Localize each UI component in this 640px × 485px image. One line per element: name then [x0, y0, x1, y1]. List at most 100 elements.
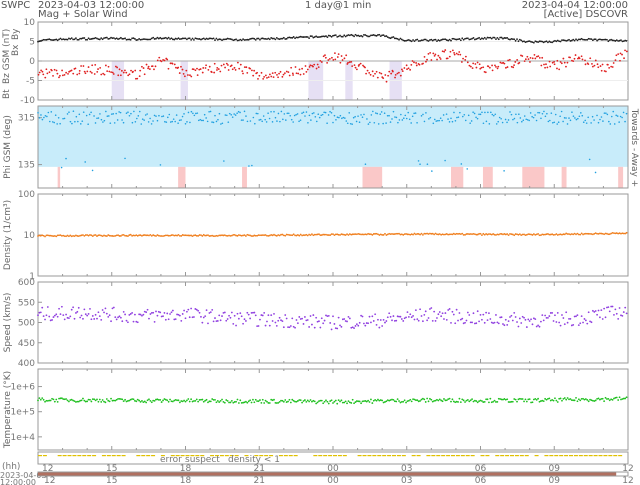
phi-point [463, 113, 466, 116]
temperature-point [601, 397, 604, 400]
bz-point [581, 58, 584, 61]
bz-point [599, 65, 602, 67]
temperature-point [465, 399, 468, 402]
density-point [274, 234, 277, 237]
speed-point [131, 312, 134, 314]
suspect-mark [38, 455, 42, 457]
bz-point [605, 70, 607, 73]
speed-point [204, 315, 207, 318]
temperature-point [594, 399, 597, 402]
density-point [496, 233, 499, 236]
density-point [398, 232, 400, 235]
temperature-point [205, 398, 208, 401]
suspect-mark [573, 455, 578, 457]
phi-point [140, 123, 143, 125]
temperature-point [188, 400, 191, 403]
temperature-point [60, 397, 63, 400]
phi-point [388, 114, 390, 117]
temperature-point [343, 401, 346, 404]
density-point [354, 233, 357, 236]
density-point [56, 234, 59, 237]
density-point [138, 234, 141, 237]
phi-point [317, 113, 320, 116]
density-point [486, 233, 489, 236]
away-band [618, 166, 624, 188]
temperature-point [586, 399, 589, 401]
phi-point [149, 117, 151, 120]
speed-point [374, 313, 377, 316]
bz-point [89, 70, 92, 73]
bz-point [84, 72, 87, 75]
phi-point [239, 111, 241, 114]
bz-point [269, 73, 271, 76]
speed-tick-label: 500 [18, 319, 35, 329]
speed-point [252, 311, 254, 314]
phi-point [500, 117, 502, 120]
temperature-point [437, 399, 440, 402]
density-point [429, 232, 431, 235]
bt-point [260, 37, 263, 40]
temperature-point [541, 399, 544, 402]
phi-point [264, 118, 266, 121]
density-point [107, 234, 110, 236]
speed-point [274, 321, 277, 324]
phi-point [46, 115, 48, 118]
density-point [589, 232, 591, 235]
phi-point [391, 118, 393, 120]
speed-point [76, 310, 79, 313]
density-point [160, 235, 163, 237]
speed-point [132, 320, 135, 323]
temperature-point [232, 401, 235, 404]
density-point [176, 234, 178, 237]
density-point [292, 233, 295, 236]
bz-point [231, 68, 234, 71]
suspect-mark [510, 455, 514, 457]
temperature-point [198, 399, 201, 401]
temperature-point [254, 398, 257, 401]
temperature-point [368, 401, 371, 403]
bt-point [420, 39, 423, 42]
bz-point [185, 69, 188, 72]
temperature-point [409, 398, 412, 401]
suspect-mark [136, 455, 141, 457]
density-point [493, 233, 496, 236]
bz-point [543, 63, 545, 66]
speed-point [38, 311, 41, 314]
temperature-point [245, 400, 247, 403]
bt-point [97, 38, 100, 41]
speed-point [111, 307, 114, 310]
bz-point [425, 60, 427, 63]
phi-point [401, 119, 404, 121]
bt-point [495, 38, 497, 41]
bz-point [124, 69, 126, 72]
bz-point [497, 65, 500, 68]
density-point [413, 232, 416, 235]
bt-point [354, 33, 357, 36]
phi-point [43, 116, 45, 119]
phi-point [158, 114, 160, 117]
speed-point [357, 324, 360, 327]
suspect-mark [278, 455, 283, 457]
bz-point [521, 55, 524, 57]
bz-point [163, 59, 166, 62]
temperature-point [93, 398, 96, 401]
phi-point [195, 112, 197, 115]
density-point [141, 234, 143, 237]
density-point [89, 234, 91, 236]
temperature-point [45, 399, 48, 402]
bz-point [158, 56, 161, 59]
phi-point [572, 115, 575, 117]
speed-point [458, 312, 461, 314]
speed-point [481, 318, 483, 321]
density-point [492, 233, 495, 235]
speed-point [455, 308, 458, 311]
bt-point [468, 38, 471, 41]
density-point [504, 233, 507, 236]
phi-point [377, 123, 380, 125]
speed-point [576, 314, 579, 316]
bt-point [367, 35, 370, 38]
temperature-point [218, 401, 221, 403]
density-point [94, 234, 97, 236]
bz-point [198, 68, 201, 71]
bt-point [90, 38, 93, 40]
